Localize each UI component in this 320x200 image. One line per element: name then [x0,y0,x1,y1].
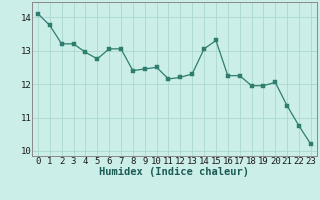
X-axis label: Humidex (Indice chaleur): Humidex (Indice chaleur) [100,167,249,177]
